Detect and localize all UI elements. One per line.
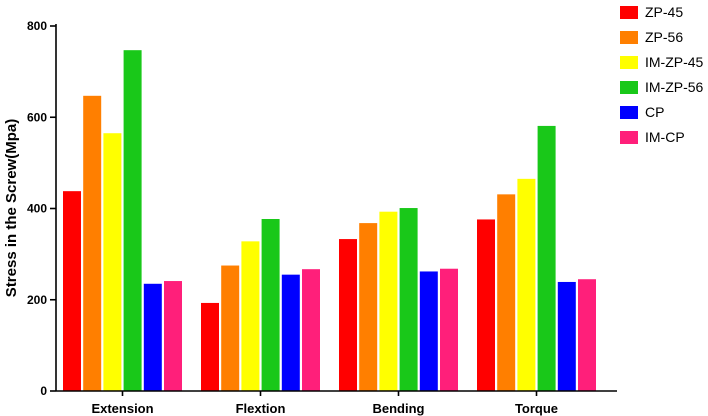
legend-label: ZP-56 (645, 29, 683, 45)
legend-label: CP (645, 104, 664, 120)
x-tick-label: Bending (373, 401, 425, 416)
bar-im-zp-56-bending (399, 208, 418, 391)
bar-im-zp-45-extension (103, 133, 122, 391)
y-axis-title: Stress in the Screw(Mpa) (3, 119, 20, 297)
bar-zp-45-extension (63, 191, 81, 391)
y-tick-label: 0 (40, 384, 47, 398)
legend-label: IM-ZP-45 (645, 54, 704, 70)
bar-im-zp-56-extension (123, 50, 142, 392)
x-tick-label: Torque (515, 401, 558, 416)
legend-label: ZP-45 (645, 4, 683, 20)
bar-cp-flextion (281, 274, 300, 391)
bar-zp-56-torque (497, 194, 516, 391)
bar-zp-56-bending (359, 223, 378, 391)
legend-label: IM-CP (645, 129, 685, 145)
legend-swatch-im-zp-56 (620, 81, 638, 94)
legend: ZP-45 ZP-56 IM-ZP-45 IM-ZP-56 CP IM-CP (620, 4, 704, 145)
plot-area: 0 200 400 600 800 Extension Flextion Bending Tor… (27, 19, 617, 416)
bar-zp-56-extension (83, 95, 102, 392)
bar-im-zp-45-bending (379, 211, 398, 391)
bar-im-cp-extension (164, 281, 182, 391)
bar-zp-45-bending (339, 239, 357, 391)
bar-im-cp-torque (578, 279, 596, 391)
bar-im-zp-56-torque (537, 125, 556, 391)
bar-im-cp-flextion (302, 269, 320, 391)
y-tick-label: 800 (27, 19, 47, 33)
bar-cp-bending (419, 271, 438, 391)
x-tick-label: Extension (91, 401, 153, 416)
y-tick-label: 400 (27, 202, 47, 216)
y-tick-label: 600 (27, 110, 47, 124)
x-tick-label: Flextion (236, 401, 286, 416)
bar-im-zp-45-flextion (241, 241, 260, 391)
bar-im-zp-45-torque (517, 178, 536, 391)
bar-im-cp-bending (440, 268, 458, 391)
legend-swatch-zp-56 (620, 31, 638, 44)
legend-swatch-zp-45 (620, 6, 638, 19)
bar-zp-45-torque (477, 219, 495, 391)
legend-swatch-im-zp-45 (620, 56, 638, 69)
legend-label: IM-ZP-56 (645, 79, 704, 95)
bar-zp-56-flextion (221, 265, 240, 391)
bar-im-zp-56-flextion (261, 218, 280, 391)
bar-zp-45-flextion (201, 302, 219, 391)
legend-swatch-cp (620, 106, 638, 119)
legend-swatch-im-cp (620, 131, 638, 144)
bar-cp-torque (557, 281, 576, 391)
bar-cp-extension (143, 283, 162, 391)
y-tick-label: 200 (27, 293, 47, 307)
